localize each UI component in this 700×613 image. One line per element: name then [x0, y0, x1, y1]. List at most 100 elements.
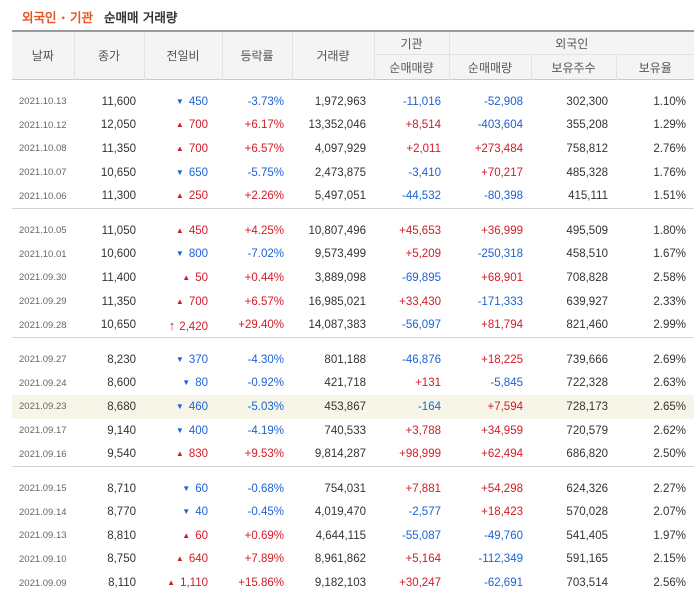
header-foreigner-net: 순매매량: [448, 54, 531, 80]
volume-cell: 3,889,098: [314, 271, 366, 284]
volume-cell: 13,352,046: [308, 119, 366, 132]
change-value: 80: [195, 377, 208, 390]
change-cell: ↑ 2,420: [144, 313, 222, 337]
foreigner-ratio-cell: 1.80%: [653, 224, 686, 237]
table-row: 2021.09.10 8,750 ▲ 640 +7.89% 8,961,862 +5,164…: [12, 548, 694, 572]
table-row: 2021.10.13 11,600 ▼ 450 -3.73% 1,972,963 -11,0…: [12, 90, 694, 114]
rate-cell: -4.19%: [247, 424, 284, 437]
foreigner-holding-cell: 355,208: [566, 119, 608, 132]
table-row: 2021.10.07 10,650 ▼ 650 -5.75% 2,473,875 -3,41…: [12, 161, 694, 185]
down-triangle-icon: ▼: [182, 507, 191, 517]
table-row: 2021.09.13 8,810 ▲ 60 +0.69% 4,644,115 -55,087…: [12, 524, 694, 548]
close-price-cell: 8,810: [107, 529, 136, 542]
up-triangle-icon: ▲: [175, 120, 184, 130]
rate-cell: +2.26%: [244, 190, 284, 203]
close-price-cell: 11,050: [101, 224, 136, 237]
volume-cell: 9,182,103: [314, 577, 366, 590]
change-value: 700: [188, 119, 208, 132]
institution-net-cell: -56,097: [401, 319, 441, 332]
change-value: 650: [188, 166, 208, 179]
volume-cell: 754,031: [324, 482, 366, 495]
date-cell: 2021.09.15: [19, 483, 67, 495]
change-value: 250: [188, 190, 208, 203]
change-value: 830: [188, 448, 208, 461]
volume-cell: 453,867: [292, 395, 374, 419]
foreigner-net-cell: +68,901: [481, 271, 523, 284]
foreigner-ratio-cell: 2.07%: [653, 506, 686, 519]
foreigner-holding-cell: 624,326: [566, 482, 608, 495]
header-foreigner-holding: 보유주수: [530, 54, 616, 80]
volume-cell: 9,814,287: [314, 448, 366, 461]
change-cell: ▲ 250: [144, 184, 222, 208]
close-price-cell: 11,350: [101, 295, 136, 308]
foreigner-holding-cell: 686,820: [566, 448, 608, 461]
date-cell: 2021.09.23: [12, 395, 74, 419]
volume-cell: 8,961,862: [314, 553, 366, 566]
foreigner-ratio-cell: 1.10%: [653, 95, 686, 108]
rate-cell: +4.25%: [244, 224, 284, 237]
foreigner-holding-cell: 703,514: [566, 577, 608, 590]
date-cell: 2021.10.12: [19, 119, 67, 131]
foreigner-net-cell: -403,604: [477, 119, 523, 132]
foreigner-net-cell: +70,217: [481, 166, 523, 179]
institution-net-cell: +3,788: [405, 424, 442, 437]
up-triangle-icon: ▲: [175, 225, 184, 235]
foreigner-ratio-cell: 1.67%: [653, 248, 686, 261]
group-separator: [12, 80, 694, 91]
table-row: 2021.10.01 10,600 ▼ 800 -7.02% 9,573,499 +5,20…: [12, 243, 694, 267]
foreigner-net-cell: +18,225: [481, 353, 523, 366]
close-price-cell: 8,680: [74, 395, 144, 419]
up-triangle-icon: ▲: [175, 296, 184, 306]
down-triangle-icon: ▼: [175, 249, 184, 259]
foreigner-net-cell: -171,333: [477, 295, 523, 308]
rate-cell: +6.57%: [244, 295, 284, 308]
header-volume: 거래량: [291, 31, 374, 80]
foreigner-net-cell: +18,423: [481, 506, 523, 519]
foreigner-holding-cell: 728,173: [531, 395, 616, 419]
foreigner-net-cell: +54,298: [481, 482, 523, 495]
header-institution-group: 기관: [373, 31, 449, 55]
change-value: 1,110: [180, 577, 208, 590]
institution-net-cell: +5,209: [405, 248, 442, 261]
change-cell: ▲ 700: [144, 290, 222, 314]
institution-net-cell: +131: [415, 377, 441, 390]
institution-net-cell: -55,087: [401, 529, 441, 542]
institution-net-cell: -164: [374, 395, 449, 419]
volume-cell: 10,807,496: [308, 224, 366, 237]
change-value: 460: [188, 400, 208, 413]
foreigner-ratio-cell: 2.99%: [653, 319, 686, 332]
rate-cell: -0.92%: [247, 377, 284, 390]
institution-net-cell: +45,653: [399, 224, 441, 237]
date-cell: 2021.10.07: [19, 167, 67, 179]
separator-cell: [12, 336, 694, 348]
rate-cell: +0.69%: [244, 529, 284, 542]
table-row: 2021.09.15 8,710 ▼ 60 -0.68% 754,031 +7,881 +54…: [12, 477, 694, 501]
change-value: 370: [188, 353, 208, 366]
close-price-cell: 8,710: [107, 482, 136, 495]
change-value: 700: [188, 142, 208, 155]
foreigner-ratio-cell: 1.76%: [653, 166, 686, 179]
header-foreigner-ratio: 보유율: [615, 54, 694, 80]
foreigner-ratio-cell: 2.69%: [653, 353, 686, 366]
date-cell: 2021.10.05: [19, 225, 67, 237]
up-triangle-icon: ▲: [175, 554, 184, 564]
rate-cell: -7.02%: [247, 248, 284, 261]
close-price-cell: 9,140: [107, 424, 136, 437]
rate-cell: +6.57%: [244, 142, 284, 155]
change-cell: ▲ 640: [144, 548, 222, 572]
rate-cell: +0.44%: [244, 271, 284, 284]
close-price-cell: 11,600: [101, 95, 136, 108]
foreigner-net-cell: -49,760: [483, 529, 523, 542]
down-triangle-icon: ▼: [175, 96, 184, 106]
header-foreigner-group: 외국인: [448, 31, 694, 55]
table-row: 2021.10.08 11,350 ▲ 700 +6.57% 4,097,929 +2,01…: [12, 137, 694, 161]
rate-cell: -5.03%: [222, 395, 292, 419]
foreigner-ratio-cell: 2.33%: [653, 295, 686, 308]
change-cell: ▲ 1,110: [144, 571, 222, 595]
change-cell: ▲ 700: [144, 114, 222, 138]
rate-cell: -0.45%: [247, 506, 284, 519]
rate-cell: -0.68%: [247, 482, 284, 495]
foreigner-net-cell: -80,398: [483, 190, 523, 203]
group-separator: [12, 465, 694, 477]
volume-cell: 5,497,051: [314, 190, 366, 203]
